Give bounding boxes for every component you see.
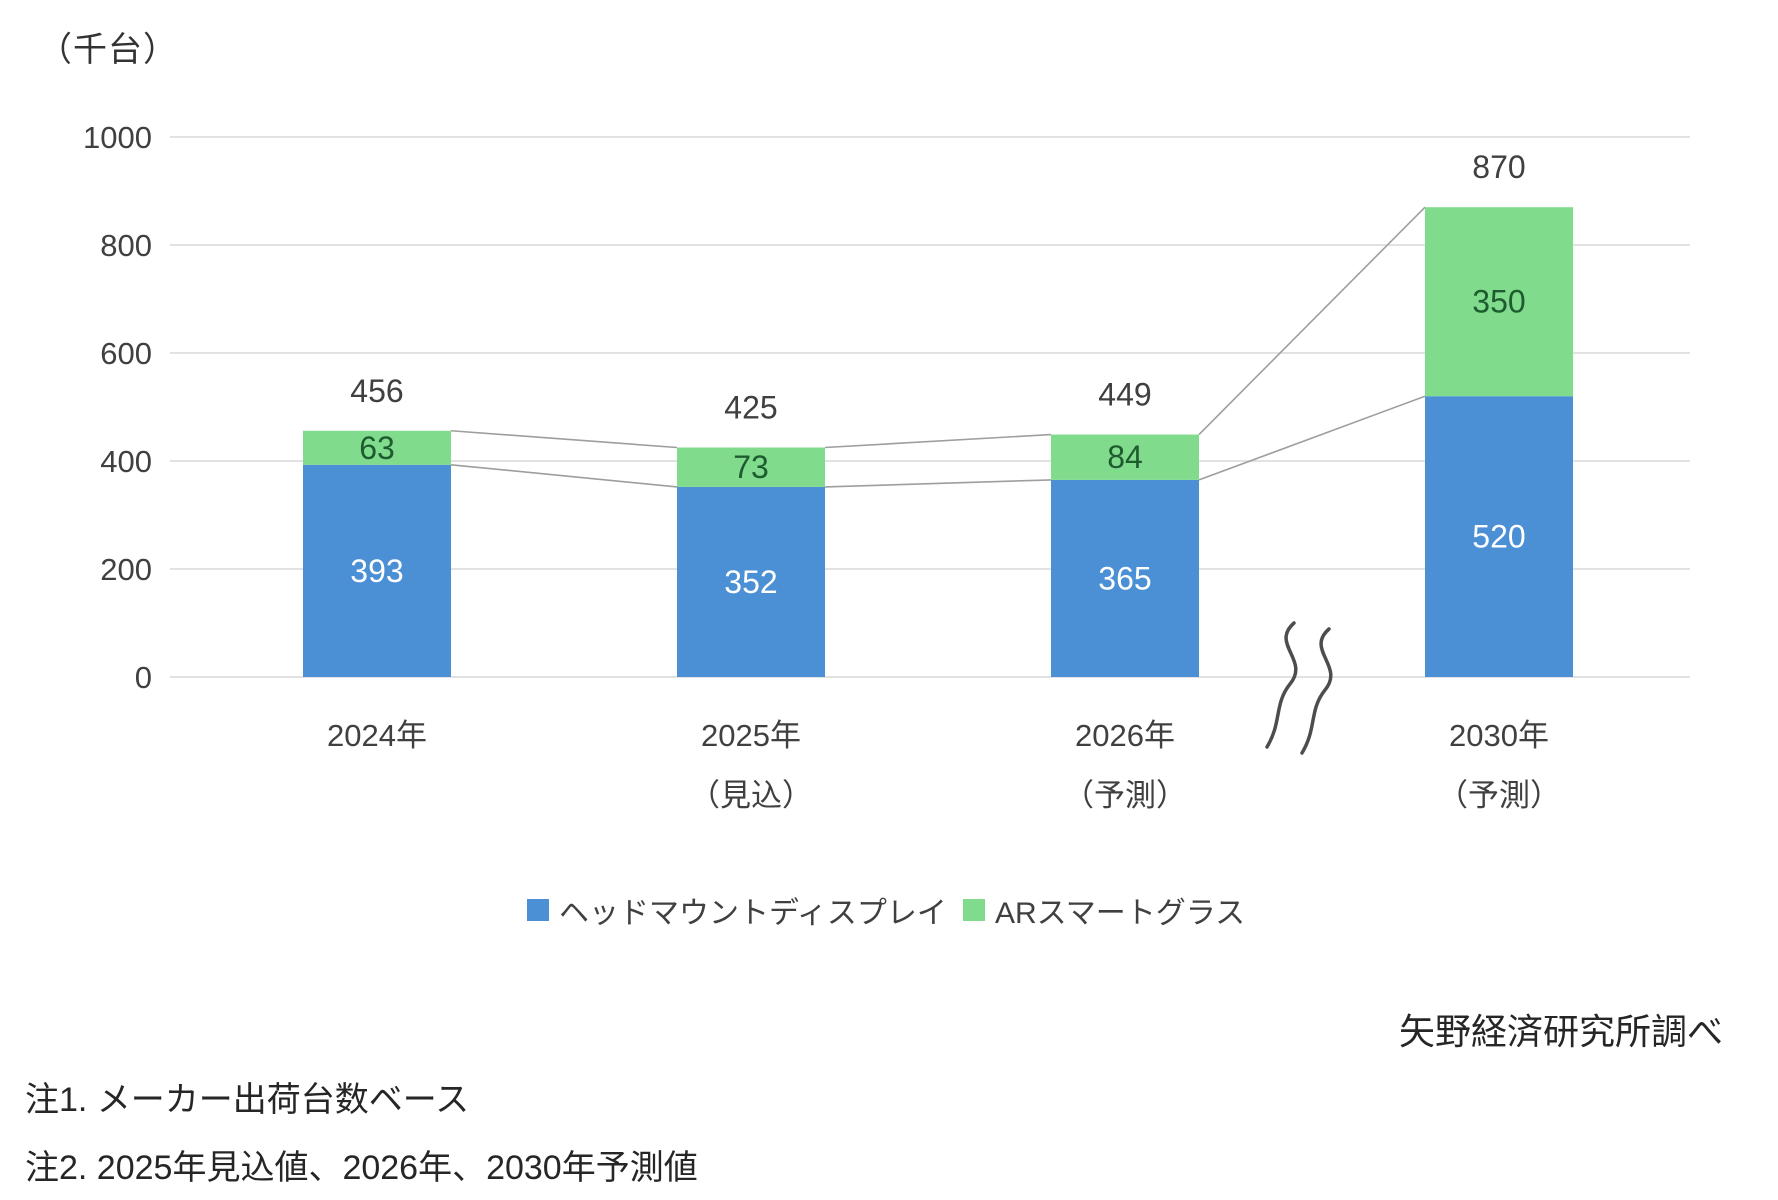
x-axis-label: 2026年 — [1075, 718, 1175, 753]
value-label-hmd: 393 — [350, 553, 403, 589]
x-axis-label: 2030年 — [1449, 718, 1549, 753]
value-label-hmd: 352 — [724, 564, 777, 600]
bar-segment-ar — [1051, 434, 1199, 480]
x-axis-label: 2024年 — [327, 718, 427, 753]
x-axis-label: 2025年 — [701, 718, 801, 753]
connector-line-series — [824, 479, 1052, 488]
bar-segment-hmd — [1051, 479, 1199, 677]
y-tick-label: 400 — [100, 444, 152, 479]
total-label: 449 — [1098, 377, 1151, 413]
y-tick-label: 600 — [100, 336, 152, 371]
bar-segment-hmd — [1425, 396, 1573, 677]
legend-item-hmd: ヘッドマウントディスプレイ — [527, 892, 947, 930]
value-label-hmd: 365 — [1098, 560, 1151, 596]
legend-swatch-ar-icon — [963, 899, 985, 921]
connector-line-series — [1198, 395, 1426, 481]
connector-line-series — [450, 463, 678, 488]
y-tick-label: 0 — [135, 660, 152, 695]
value-label-ar: 84 — [1107, 439, 1143, 475]
value-label-ar: 63 — [359, 430, 395, 466]
legend-label-ar: ARスマートグラス — [995, 897, 1246, 930]
value-label-hmd: 520 — [1472, 519, 1525, 555]
connector-line-total — [450, 429, 678, 449]
legend-swatch-hmd-icon — [527, 899, 549, 921]
note-1: 注1. メーカー出荷台数ベース — [25, 1081, 470, 1119]
bar-segment-ar — [1425, 207, 1573, 397]
connector-line-total — [824, 433, 1052, 449]
x-axis-label-sub: （予測） — [1437, 778, 1561, 813]
total-label: 456 — [350, 373, 403, 409]
legend-label-hmd: ヘッドマウントディスプレイ — [559, 897, 947, 930]
value-label-ar: 350 — [1472, 284, 1525, 320]
connector-line-total — [1198, 206, 1426, 436]
x-axis-label-sub: （見込） — [689, 778, 813, 813]
total-label: 870 — [1472, 149, 1525, 185]
x-axis-label-sub: （予測） — [1063, 778, 1187, 813]
value-label-ar: 73 — [733, 449, 769, 485]
legend-item-ar: ARスマートグラス — [963, 892, 1245, 930]
bar-segment-hmd — [303, 464, 451, 677]
bar-segment-ar — [303, 430, 451, 465]
y-tick-label: 200 — [100, 552, 152, 587]
note-2: 注2. 2025年見込値、2026年、2030年予測値 — [25, 1149, 698, 1187]
bar-segment-hmd — [677, 486, 825, 677]
y-axis-unit-label: （千台） — [38, 31, 178, 69]
chart-legend: ヘッドマウントディスプレイ ARスマートグラス — [0, 892, 1778, 930]
total-label: 425 — [724, 390, 777, 426]
y-tick-label: 800 — [100, 228, 152, 263]
axis-break-icon — [1265, 621, 1298, 749]
y-tick-label: 1000 — [83, 120, 152, 155]
bar-segment-ar — [677, 447, 825, 487]
stacked-bar-chart: 0 200 400 600 800 1000 393 63 456 2024年 352 73 425 20… — [83, 120, 1690, 813]
source-attribution: 矢野経済研究所調べ — [1398, 1011, 1723, 1052]
axis-break-icon — [1300, 627, 1333, 755]
